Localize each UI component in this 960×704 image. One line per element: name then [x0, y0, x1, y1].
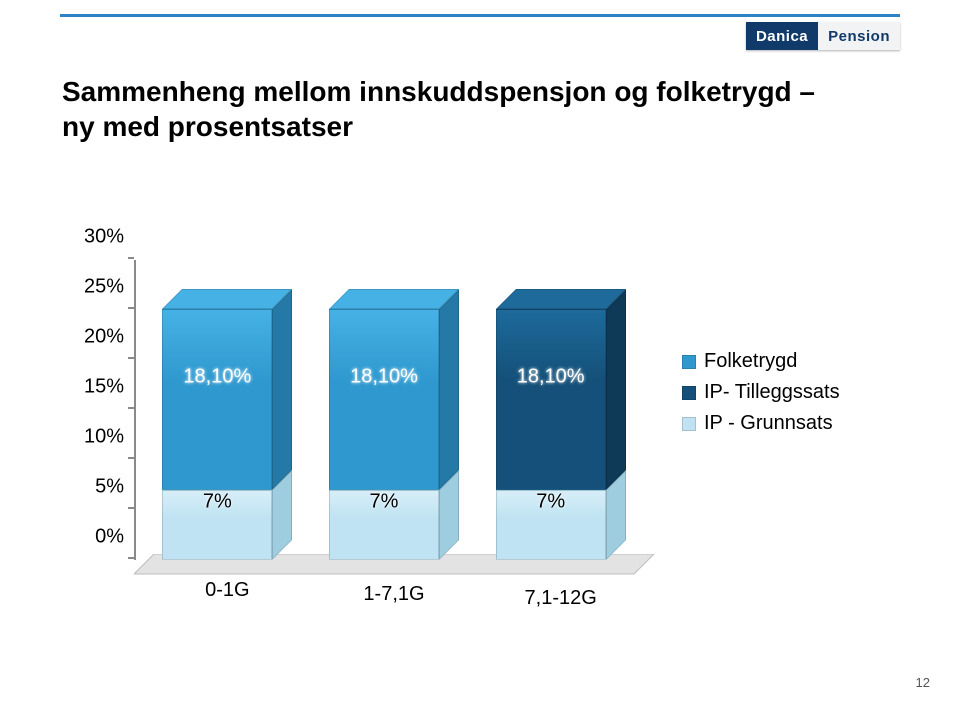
legend-item: IP - Grunnsats: [682, 412, 840, 435]
page-title: Sammenheng mellom innskuddspensjon og fo…: [62, 74, 900, 144]
y-tick-label: 25%: [84, 276, 124, 299]
legend-item: Folketrygd: [682, 350, 840, 373]
bar-value-label: 7%: [135, 491, 300, 514]
bar-segment-side: [439, 289, 459, 490]
bar-top-cap: [162, 289, 292, 309]
bar-segment: [496, 309, 606, 490]
legend-label: IP- Tilleggssats: [704, 381, 840, 404]
y-tick-label: 10%: [84, 426, 124, 449]
y-tick-mark: [128, 407, 134, 409]
legend-swatch: [682, 386, 696, 400]
x-category-label: 0-1G: [152, 579, 302, 602]
bar-value-label: 18,10%: [302, 365, 467, 388]
page-title-line2: ny med prosentsatser: [62, 109, 900, 144]
legend-label: Folketrygd: [704, 350, 797, 373]
y-tick-label: 5%: [95, 476, 124, 499]
chart-plot: 0%5%10%15%20%25%30% 7%18,10%0-1G7%18,10%…: [134, 260, 634, 560]
bar-segment: [329, 309, 439, 490]
bar-segment: [162, 309, 272, 490]
bar-value-label: 18,10%: [135, 365, 300, 388]
bar-segment-side: [606, 289, 626, 490]
bar-segment-side: [272, 289, 292, 490]
y-tick-mark: [128, 307, 134, 309]
legend-swatch: [682, 355, 696, 369]
chart-area: 0% 5% 10% 15% 20% 25% 30% 7% 18,10% 0-1G 7% 18,10%…: [62, 220, 898, 600]
page-title-line1: Sammenheng mellom innskuddspensjon og fo…: [62, 74, 900, 109]
bar-top-cap: [329, 289, 459, 309]
legend-item: IP- Tilleggssats: [682, 381, 840, 404]
brand-logo-right: Pension: [818, 22, 900, 50]
header-rule: [60, 14, 900, 17]
y-tick-mark: [128, 357, 134, 359]
legend-label: IP - Grunnsats: [704, 412, 833, 435]
slide: Danica Pension Sammenheng mellom innskud…: [0, 0, 960, 704]
y-tick-mark: [128, 257, 134, 259]
brand-logo-left: Danica: [746, 22, 818, 50]
x-category-label: 1-7,1G: [319, 583, 469, 606]
y-tick-mark: [128, 507, 134, 509]
bar-value-label: 7%: [468, 491, 633, 514]
y-tick-mark: [128, 457, 134, 459]
y-tick-label: 0%: [95, 526, 124, 549]
bar-value-label: 7%: [302, 491, 467, 514]
y-tick-label: 15%: [84, 376, 124, 399]
y-axis: [134, 260, 136, 560]
bar-top-cap: [496, 289, 626, 309]
x-category-label: 7,1-12G: [486, 587, 636, 610]
legend-swatch: [682, 417, 696, 431]
page-number: 12: [916, 675, 930, 690]
y-tick-label: 20%: [84, 326, 124, 349]
bar-value-label: 18,10%: [468, 365, 633, 388]
brand-logo: Danica Pension: [746, 22, 900, 50]
chart-legend: Folketrygd IP- Tilleggssats IP - Grunnsats: [682, 350, 840, 443]
y-tick-label: 30%: [84, 226, 124, 249]
